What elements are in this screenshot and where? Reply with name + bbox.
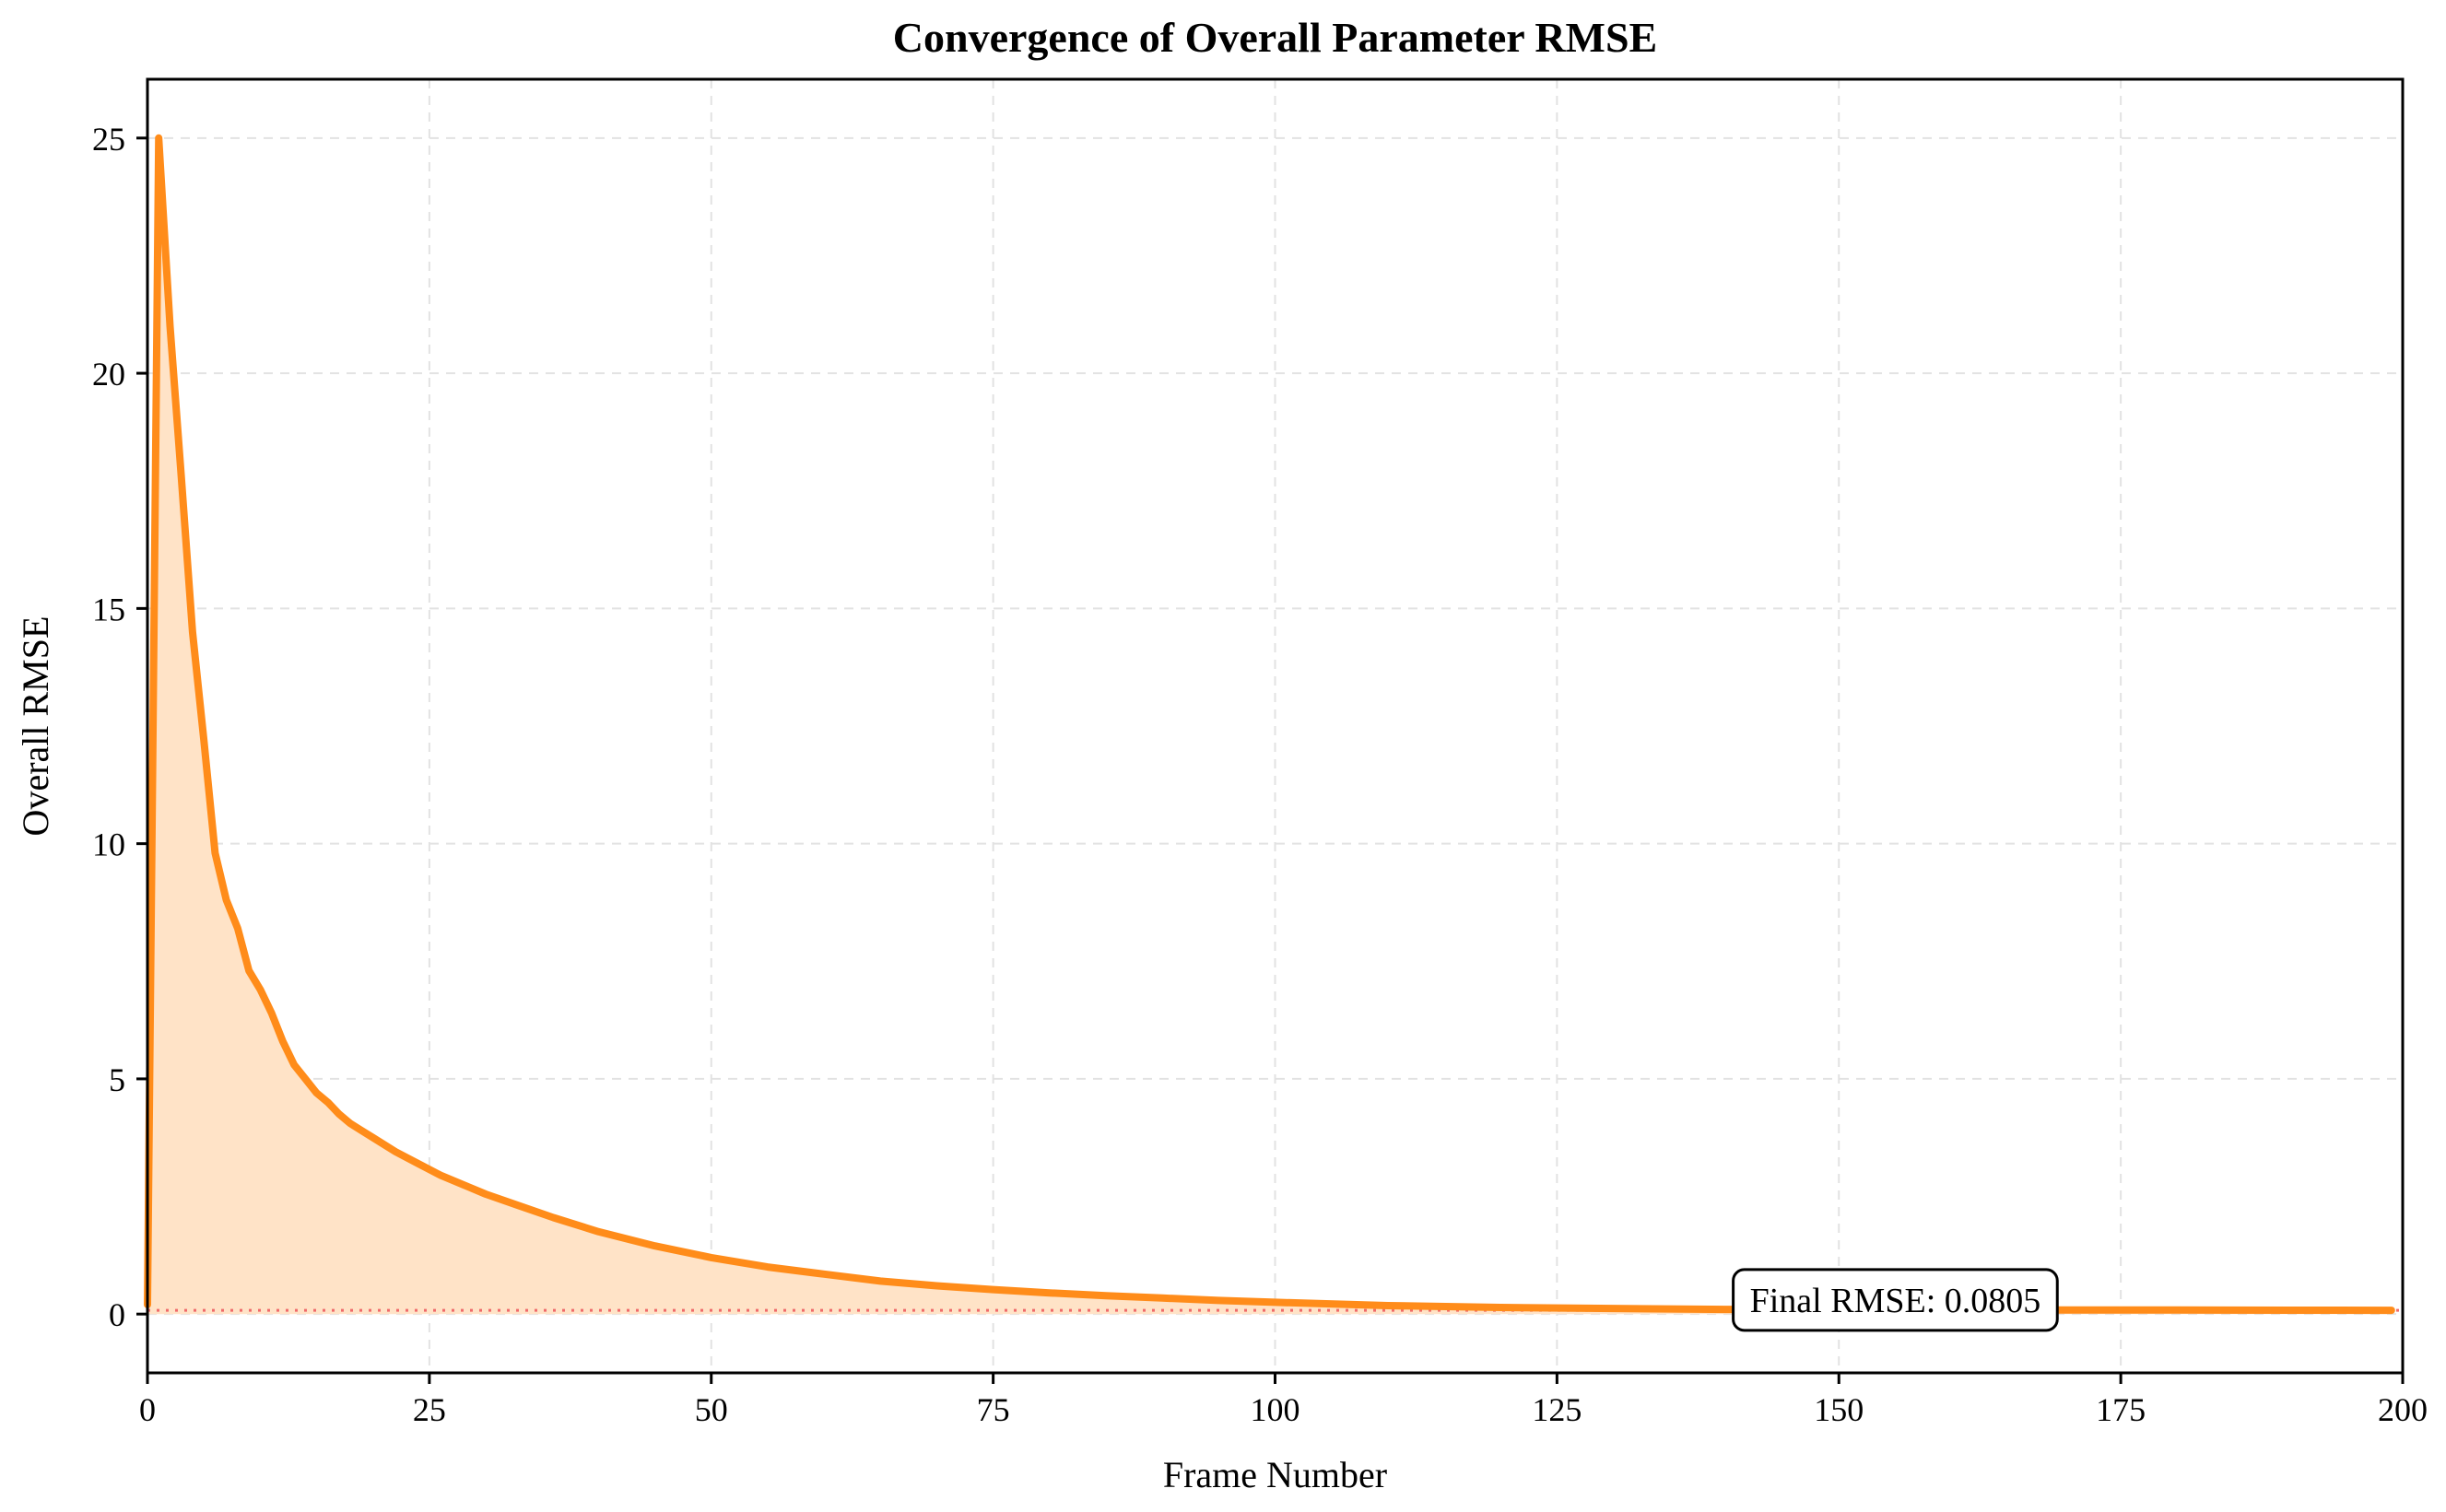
- rmse-series-line: [144, 134, 2395, 1315]
- area-layer: [147, 137, 2392, 1315]
- x-axis-label: Frame Number: [1163, 1454, 1387, 1495]
- grid-layer: [147, 79, 2404, 1373]
- x-tick-label-5: 125: [1532, 1391, 1582, 1428]
- tick-layer: 0 25 50 75 100 125 150 175 200 0 5 10 15 20 25: [92, 121, 2428, 1428]
- annotation-layer: Final RMSE: 0.0805: [1732, 1268, 2059, 1332]
- final-rmse-annotation-box: [1732, 1268, 2059, 1332]
- x-tick-label-7: 175: [2096, 1391, 2146, 1428]
- x-tick-label-0: 0: [139, 1391, 156, 1428]
- x-tick-label-1: 25: [413, 1391, 446, 1428]
- x-tick-label-2: 50: [695, 1391, 728, 1428]
- final-rmse-annotation-text: Final RMSE: 0.0805: [1750, 1282, 2041, 1320]
- y-tick-label-1: 5: [109, 1061, 125, 1098]
- x-tick-label-3: 75: [977, 1391, 1010, 1428]
- y-tick-label-4: 20: [92, 356, 125, 393]
- y-axis-label: Overall RMSE: [15, 616, 56, 837]
- y-tick-label-0: 0: [109, 1296, 125, 1333]
- rmse-area-fill: [147, 137, 2392, 1315]
- chart-title: Convergence of Overall Parameter RMSE: [893, 14, 1657, 61]
- x-tick-label-8: 200: [2378, 1391, 2428, 1428]
- x-tick-label-4: 100: [1251, 1391, 1300, 1428]
- y-tick-label-3: 15: [92, 591, 125, 627]
- y-tick-label-5: 25: [92, 121, 125, 158]
- x-tick-label-6: 150: [1814, 1391, 1864, 1428]
- y-tick-label-2: 10: [92, 826, 125, 863]
- line-layer: [144, 134, 2403, 1315]
